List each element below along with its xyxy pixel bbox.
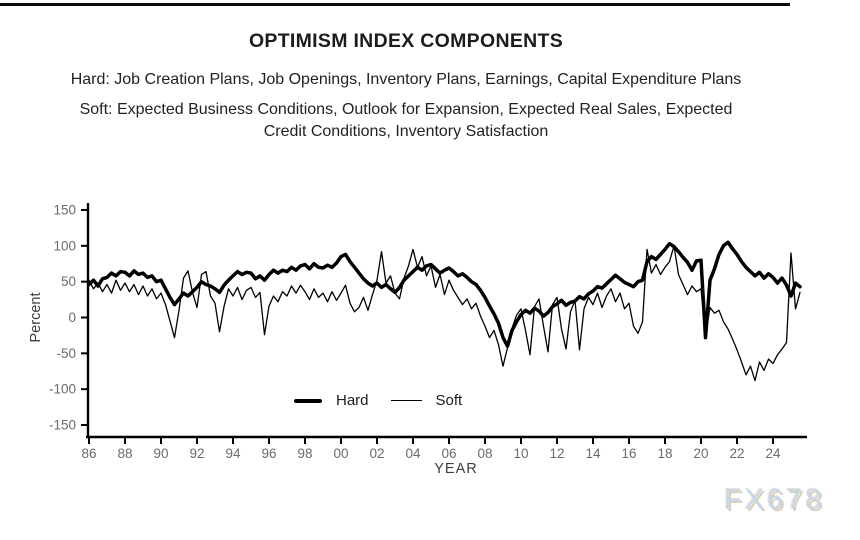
hard-line-sample xyxy=(294,398,322,403)
x-tick-label: 04 xyxy=(405,446,421,461)
x-tick-label: 14 xyxy=(585,446,601,461)
series-line-soft xyxy=(88,245,801,382)
legend-label-hard: Hard xyxy=(336,392,369,409)
y-tick-label: 0 xyxy=(68,310,76,325)
x-tick-label: 98 xyxy=(297,446,312,461)
x-tick-label: 24 xyxy=(765,446,781,461)
legend-item-hard: Hard xyxy=(294,392,369,409)
y-tick-label: 150 xyxy=(53,202,76,217)
x-tick-label: 12 xyxy=(549,446,564,461)
x-tick-label: 92 xyxy=(189,446,204,461)
top-rule xyxy=(0,3,790,6)
soft-components-text: Soft: Expected Business Conditions, Outl… xyxy=(0,99,812,142)
x-tick-label: 02 xyxy=(369,446,384,461)
x-tick-label: 90 xyxy=(153,446,168,461)
x-tick-label: 18 xyxy=(657,446,672,461)
x-tick-label: 20 xyxy=(693,446,708,461)
legend-label-soft: Soft xyxy=(435,392,463,409)
x-tick-label: 96 xyxy=(261,446,276,461)
y-tick-label: 50 xyxy=(61,274,76,289)
watermark: FX678 xyxy=(724,484,825,516)
x-tick-label: 86 xyxy=(81,446,96,461)
x-tick-label: 88 xyxy=(117,446,132,461)
chart-svg: 150 100 50 0 -50 -100 -150 86 88 90 92 94 96 98 00 02 04… xyxy=(28,202,807,477)
x-tick-label: 10 xyxy=(513,446,528,461)
y-tick-label: 100 xyxy=(53,238,76,253)
x-tick-label: 94 xyxy=(225,446,241,461)
y-axis-title: Percent xyxy=(28,293,44,343)
chart-header: OPTIMISM INDEX COMPONENTS Hard: Job Crea… xyxy=(0,30,812,142)
legend-item-soft: Soft xyxy=(390,392,463,409)
page-title: OPTIMISM INDEX COMPONENTS xyxy=(248,30,564,52)
hard-components-text: Hard: Job Creation Plans, Job Openings, … xyxy=(70,71,742,88)
x-tick-label: 16 xyxy=(621,446,636,461)
x-tick-label: 08 xyxy=(477,446,492,461)
chart-legend: Hard Soft xyxy=(294,392,462,409)
y-tick-label: -150 xyxy=(49,418,76,433)
x-axis-title: YEAR xyxy=(434,461,478,477)
x-tick-label: 00 xyxy=(333,446,348,461)
line-chart: 150 100 50 0 -50 -100 -150 86 88 90 92 94 96 98 00 02 04… xyxy=(0,183,860,503)
soft-line-sample xyxy=(390,399,422,402)
soft-components-line1: Soft: Expected Business Conditions, Outl… xyxy=(79,101,733,119)
soft-components-line2: Credit Conditions, Inventory Satisfactio… xyxy=(263,122,549,140)
series-line-hard xyxy=(87,240,802,348)
x-tick-label: 22 xyxy=(729,446,744,461)
y-tick-label: -100 xyxy=(49,382,76,397)
y-tick-label: -50 xyxy=(56,346,76,361)
x-tick-label: 06 xyxy=(441,446,456,461)
